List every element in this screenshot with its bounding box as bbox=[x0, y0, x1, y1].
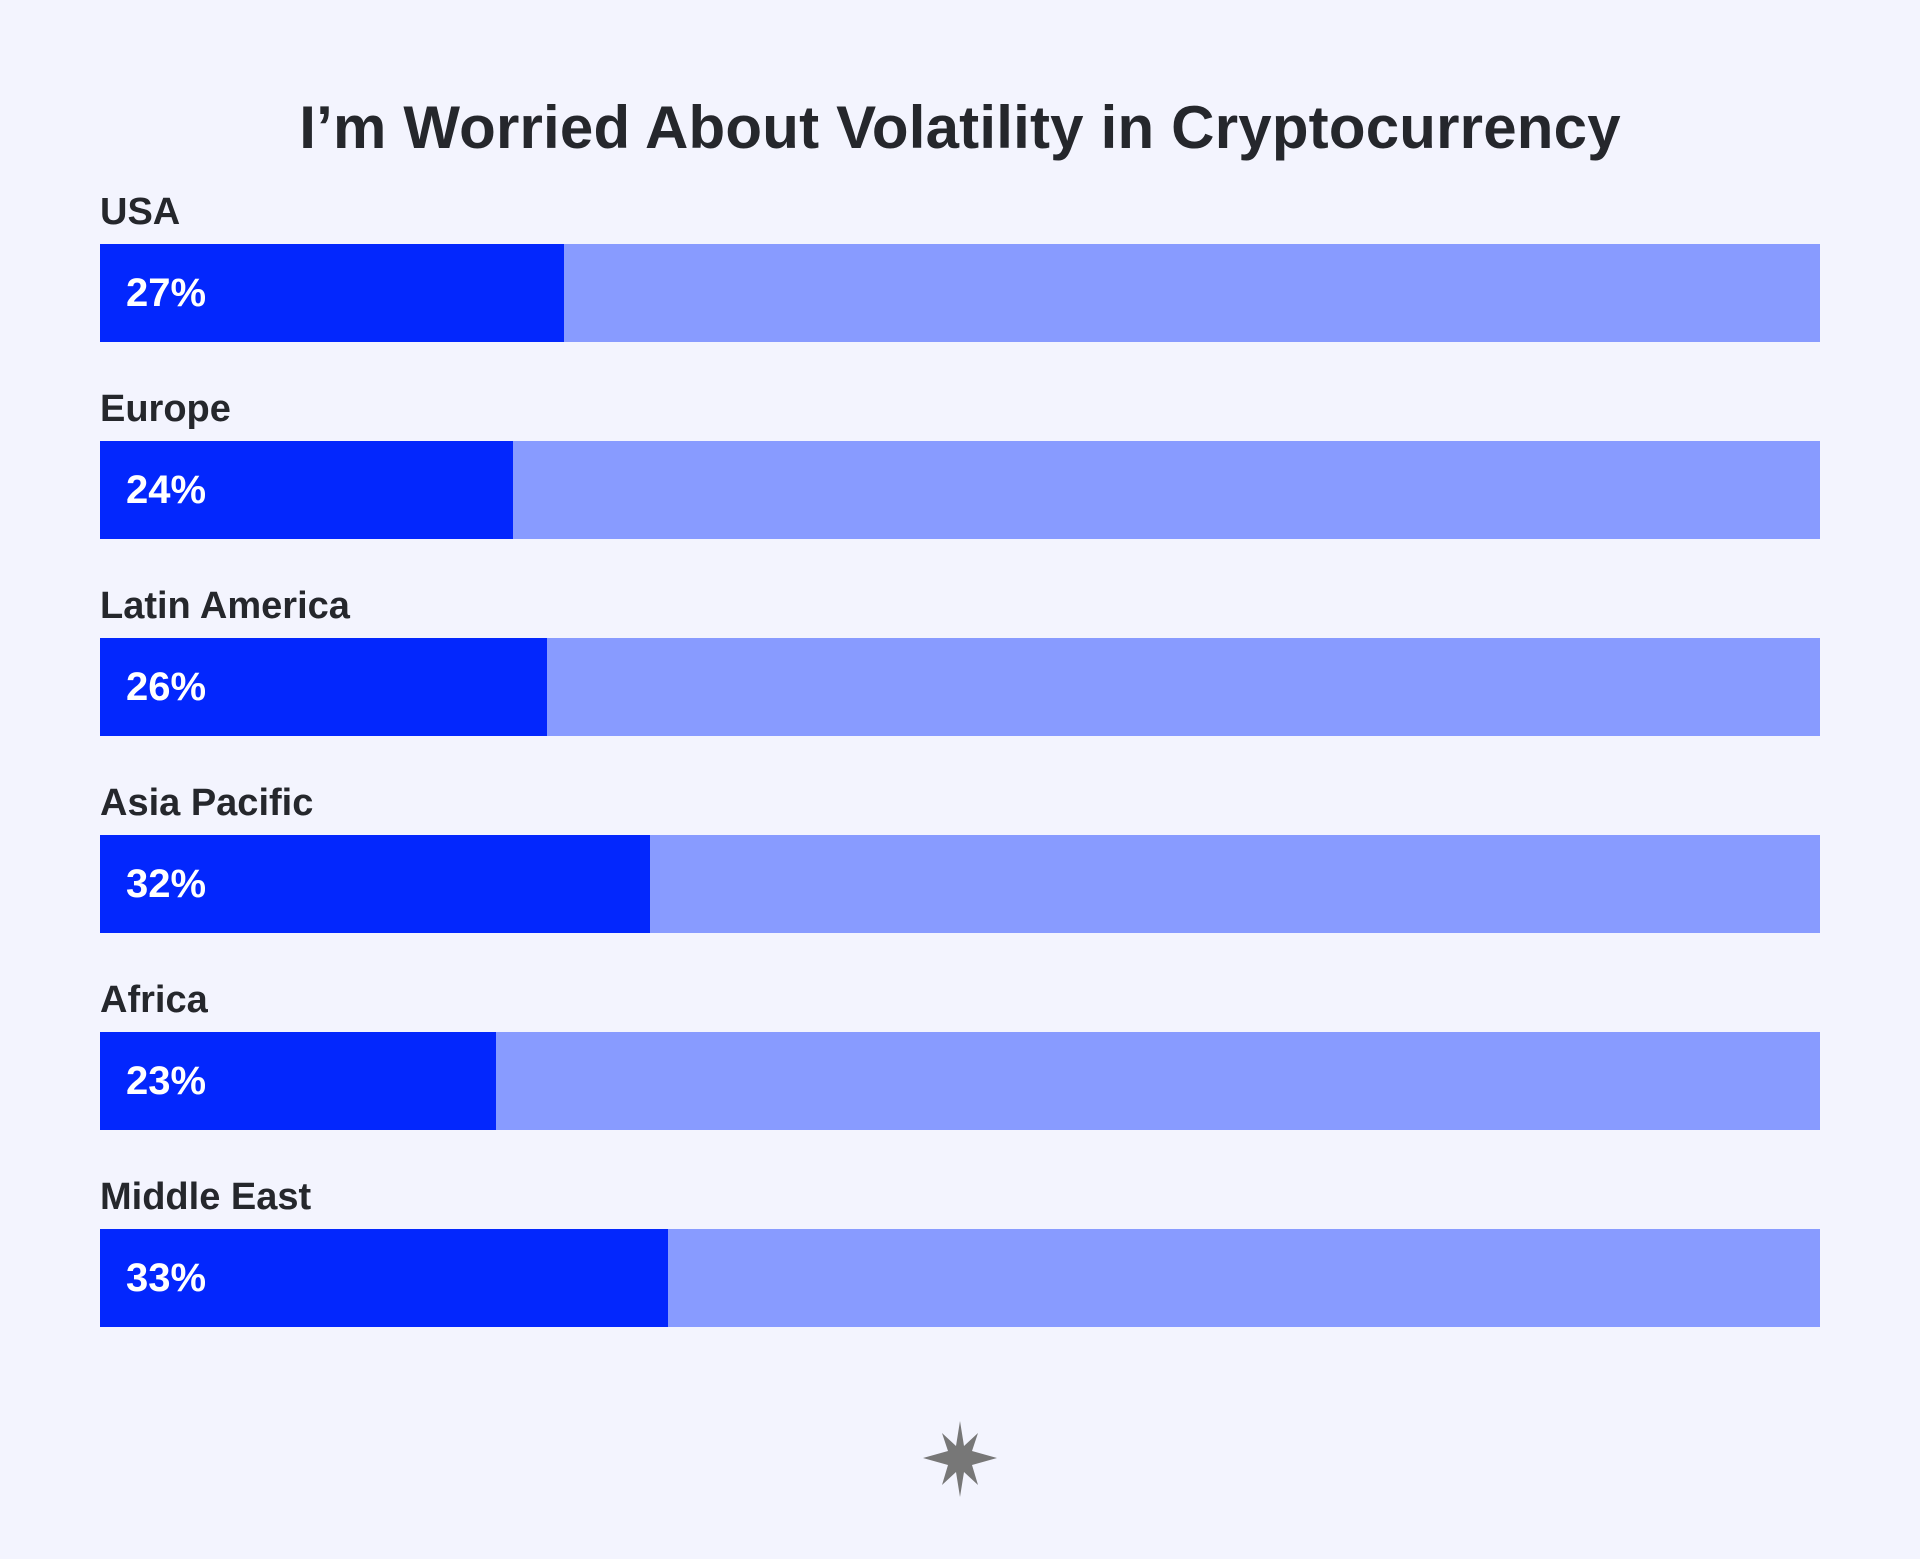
bar-row-asia-pacific: Asia Pacific 32% bbox=[100, 777, 1820, 974]
bar-row-usa: USA 27% bbox=[100, 186, 1820, 383]
bar-fill bbox=[100, 244, 565, 342]
category-label: Latin America bbox=[100, 585, 350, 627]
bar-row-africa: Africa 23% bbox=[100, 974, 1820, 1171]
value-label: 27% bbox=[126, 271, 207, 315]
bar-fill bbox=[100, 1229, 668, 1327]
bar-track: 26% bbox=[100, 638, 1820, 736]
bar-chart: USA 27% Europe 24% Latin America 26% Asi… bbox=[100, 186, 1820, 1368]
value-label: 33% bbox=[126, 1256, 207, 1300]
bar-fill bbox=[100, 441, 513, 539]
bar-row-latin-america: Latin America 26% bbox=[100, 580, 1820, 777]
bar-row-middle-east: Middle East 33% bbox=[100, 1171, 1820, 1368]
category-label: Europe bbox=[100, 388, 231, 430]
value-label: 24% bbox=[126, 468, 207, 512]
category-label: USA bbox=[100, 191, 181, 233]
bar-track: 24% bbox=[100, 441, 1820, 539]
chart-title: I’m Worried About Volatility in Cryptocu… bbox=[299, 94, 1621, 161]
bar-fill bbox=[100, 1032, 496, 1130]
category-label: Middle East bbox=[100, 1176, 312, 1218]
star-burst-shape bbox=[923, 1421, 997, 1497]
category-label: Africa bbox=[100, 979, 208, 1021]
bar-track: 32% bbox=[100, 835, 1820, 933]
value-label: 23% bbox=[126, 1059, 207, 1103]
value-label: 26% bbox=[126, 665, 207, 709]
bar-track: 27% bbox=[100, 244, 1820, 342]
bar-track: 33% bbox=[100, 1229, 1820, 1327]
bar-fill bbox=[100, 835, 651, 933]
star-burst-icon bbox=[923, 1421, 997, 1497]
bar-row-europe: Europe 24% bbox=[100, 383, 1820, 580]
bar-fill bbox=[100, 638, 548, 736]
bar-track: 23% bbox=[100, 1032, 1820, 1130]
value-label: 32% bbox=[126, 862, 207, 906]
category-label: Asia Pacific bbox=[100, 782, 314, 824]
